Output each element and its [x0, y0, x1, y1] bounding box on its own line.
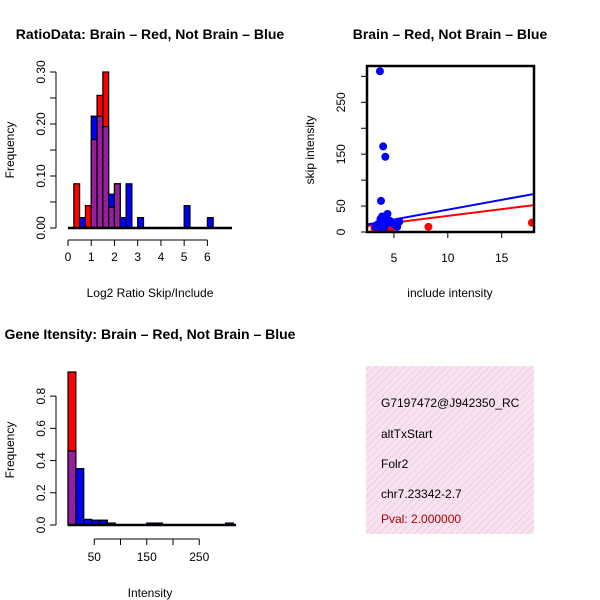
gene-hist-axes: 50 150 250 0.0 0.2 0.4 0.6 0.8: [34, 387, 236, 564]
gene-y-tick-label: 0.6: [34, 420, 48, 437]
scatter-point-blue: [379, 142, 388, 151]
gene-y-tick-label: 0.0: [34, 516, 48, 533]
scatter-xlabel: include intensity: [407, 286, 492, 300]
scatter-ylabel: skip intensity: [303, 116, 317, 185]
ratio-y-tick-label: 0.10: [34, 164, 48, 188]
scatter-fit-line-blue: [367, 192, 534, 226]
scatter-point-blue: [377, 196, 386, 205]
scatter-y-tick-label: 50: [334, 199, 348, 213]
scatter-points: [367, 67, 534, 232]
ratio-y-tick-label: 0.00: [34, 216, 48, 240]
info-panel: G7197472@J942350_RC altTxStart Folr2 chr…: [366, 366, 534, 534]
ratio-bar-brain: [84, 205, 92, 229]
ratio-bar-overlap: [102, 125, 110, 229]
scatter-point-red: [424, 222, 433, 231]
ratio-bar-not-brain: [119, 217, 127, 229]
scatter-x-tick-label: 15: [495, 251, 509, 265]
ratio-x-tick-label: 4: [158, 250, 165, 264]
ratio-hist-ylabel: Frequency: [3, 122, 17, 179]
scatter-title: Brain – Red, Not Brain – Blue: [353, 26, 548, 42]
scatter-x-tick-label: 5: [391, 251, 398, 265]
ratio-x-tick-label: 3: [134, 250, 141, 264]
ratio-bar-not-brain: [137, 217, 145, 229]
ratio-hist-xlabel: Log2 Ratio Skip/Include: [87, 286, 214, 300]
gene-hist-title: Gene Itensity: Brain – Red, Not Brain – …: [5, 326, 296, 342]
ratio-bar-overlap: [108, 206, 116, 229]
gene-x-tick-label: 50: [88, 550, 102, 564]
ratio-bar-overlap: [90, 139, 98, 229]
ratio-x-tick-label: 1: [88, 250, 95, 264]
ratio-bar-overlap: [113, 183, 121, 229]
ratio-x-tick-label: 0: [65, 250, 72, 264]
ratio-hist-title: RatioData: Brain – Red, Not Brain – Blue: [16, 26, 285, 42]
scatter-point-blue: [393, 222, 402, 231]
ratio-bar-not-brain: [125, 183, 133, 229]
gene-y-tick-label: 0.4: [34, 452, 48, 469]
info-location: chr7.23342-2.7: [381, 487, 462, 501]
ratio-hist-panel: RatioData: Brain – Red, Not Brain – Blue…: [3, 26, 284, 300]
gene-bar-overlap: [67, 450, 77, 526]
ratio-x-tick-label: 2: [111, 250, 118, 264]
gene-hist-ylabel: Frequency: [3, 422, 17, 479]
ratio-hist-axes: 0 1 2 3 4 5 6 0.00 0.10 0.20 0.30: [34, 60, 232, 264]
info-pval: Pval: 2.000000: [381, 512, 461, 526]
scatter-y-tick-label: 150: [334, 144, 348, 164]
intensity-scatter-panel: Brain – Red, Not Brain – Blue include in…: [303, 26, 547, 300]
gene-y-tick-label: 0.2: [34, 484, 48, 501]
gene-intensity-panel: Gene Itensity: Brain – Red, Not Brain – …: [3, 326, 296, 600]
scatter-point-blue: [381, 152, 390, 161]
scatter-y-tick-label: 0: [334, 228, 348, 235]
info-event-type: altTxStart: [381, 427, 433, 441]
info-panel-background: [366, 366, 534, 534]
ratio-y-tick-label: 0.20: [34, 112, 48, 136]
scatter-point-blue: [379, 213, 388, 222]
ratio-bar-not-brain: [183, 205, 191, 229]
ratio-y-tick-label: 0.30: [34, 60, 48, 84]
info-event-id: G7197472@J942350_RC: [381, 396, 520, 410]
ratio-bar-overlap: [96, 115, 104, 229]
gene-x-tick-label: 250: [189, 550, 209, 564]
ratio-bar-brain: [73, 183, 81, 229]
info-gene: Folr2: [381, 457, 409, 471]
gene-bar-not-brain: [75, 468, 85, 526]
gene-x-tick-label: 150: [137, 550, 157, 564]
scatter-plot-frame: [365, 64, 536, 234]
ratio-x-tick-label: 5: [181, 250, 188, 264]
scatter-point-blue: [378, 225, 387, 232]
gene-hist-bars: [67, 371, 234, 526]
ratio-bar-not-brain: [79, 217, 87, 229]
scatter-point-red: [527, 218, 534, 227]
gene-hist-xlabel: Intensity: [128, 586, 173, 600]
scatter-x-tick-label: 10: [441, 251, 455, 265]
gene-y-tick-label: 0.8: [34, 387, 48, 404]
ratio-bar-not-brain: [206, 217, 214, 229]
ratio-x-tick-label: 6: [204, 250, 211, 264]
scatter-point-blue: [375, 67, 384, 76]
scatter-y-tick-label: 250: [334, 92, 348, 112]
ratio-hist-bars: [73, 71, 214, 229]
